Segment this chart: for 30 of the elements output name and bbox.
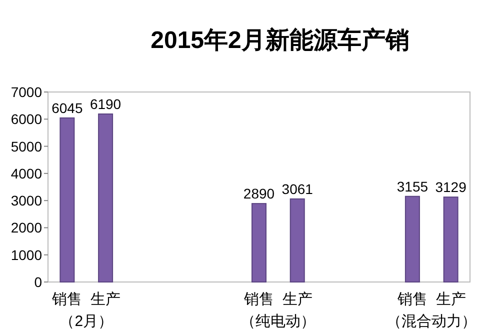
text: （混合动力） bbox=[386, 313, 477, 330]
y-tick-label: 7000 bbox=[10, 84, 42, 100]
x-tick-label: 销售 bbox=[51, 291, 82, 308]
data-label: 2890 bbox=[243, 186, 275, 202]
y-tick-label: 4000 bbox=[10, 165, 42, 182]
x-tick-label: 生产 bbox=[90, 291, 121, 308]
data-label: 6190 bbox=[90, 96, 122, 112]
y-tick-label: 0 bbox=[34, 274, 42, 290]
x-tick-label: 生产 bbox=[282, 291, 312, 308]
bar bbox=[98, 113, 114, 282]
chart-title: 2015年2月新能源车产销 bbox=[150, 27, 410, 54]
x-tick-label: 生产 bbox=[436, 291, 466, 308]
y-tick-label: 3000 bbox=[10, 192, 42, 209]
y-tick-label: 5000 bbox=[10, 138, 42, 154]
data-label: 3061 bbox=[282, 180, 314, 197]
data-label: 6045 bbox=[52, 100, 83, 116]
data-label: 3129 bbox=[435, 179, 467, 196]
bar bbox=[252, 203, 266, 282]
data-label: 3155 bbox=[396, 178, 428, 194]
y-tick-label: 6000 bbox=[10, 111, 42, 128]
y-tick-label: 2000 bbox=[10, 220, 42, 236]
text: （2月） bbox=[60, 313, 114, 330]
text: （纯电动） bbox=[240, 313, 316, 330]
x-tick-label: 销售 bbox=[243, 291, 274, 308]
bar bbox=[404, 196, 420, 282]
bar bbox=[290, 198, 305, 282]
y-tick-label: 1000 bbox=[10, 246, 42, 263]
x-tick-label: 销售 bbox=[396, 291, 428, 308]
bar bbox=[60, 117, 75, 282]
bar bbox=[443, 196, 458, 282]
